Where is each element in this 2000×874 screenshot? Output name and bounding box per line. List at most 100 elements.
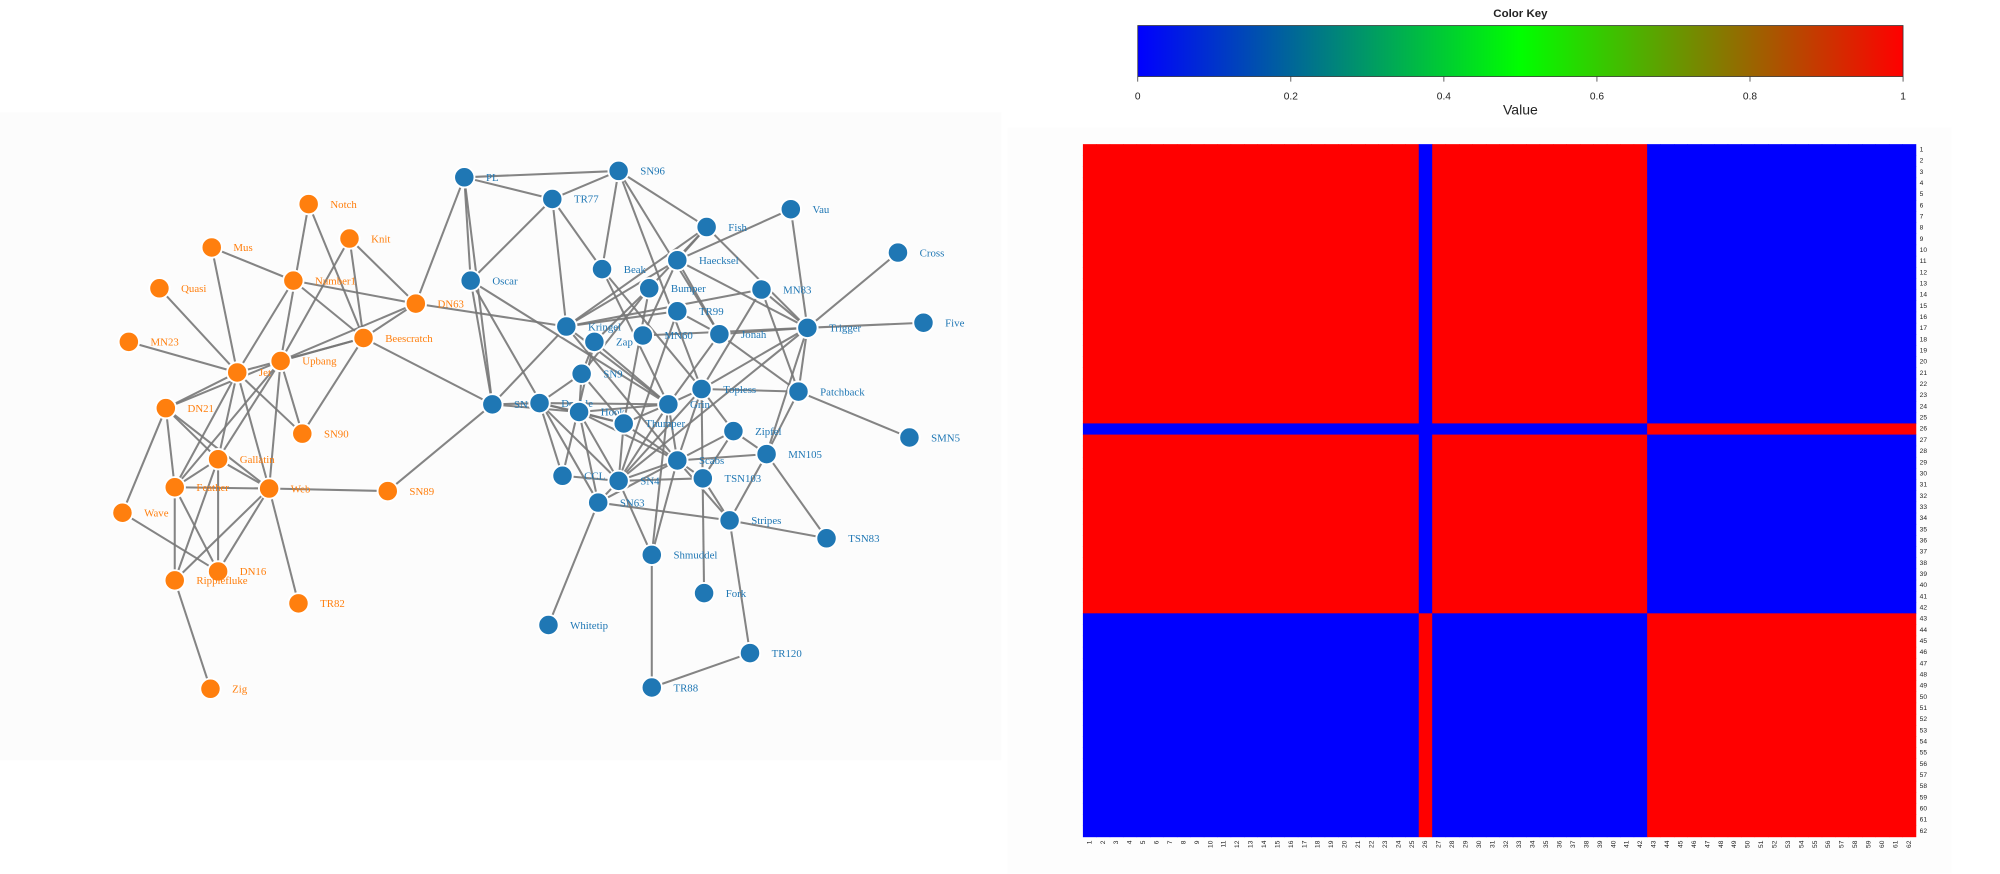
heat-cell: [1257, 702, 1272, 715]
heat-cell: [1566, 769, 1581, 782]
heat-cell: [1539, 322, 1554, 335]
heat-cell: [1123, 535, 1138, 547]
heat-cell: [1284, 780, 1299, 793]
heat-cell: [1620, 635, 1635, 648]
heat-cell: [1459, 267, 1473, 279]
edge: [268, 488, 300, 604]
heat-cell: [1136, 568, 1151, 581]
heat-cell: [1391, 367, 1406, 380]
heat-cell: [1768, 803, 1782, 815]
heat-cell: [1459, 758, 1473, 771]
heat-cell: [1150, 456, 1164, 469]
heat-cell: [1902, 680, 1917, 692]
heat-cell: [1190, 311, 1205, 324]
heat-cell: [1297, 602, 1312, 614]
heat-cell: [1270, 155, 1285, 167]
heat-cell: [1579, 188, 1594, 201]
heat-cell: [1633, 322, 1648, 335]
heat-cell: [1593, 300, 1608, 313]
heat-cell: [1096, 456, 1111, 469]
heat-cell: [1727, 825, 1742, 838]
heat-cell: [1848, 523, 1863, 536]
heat-cell: [1821, 233, 1836, 246]
heat-cell: [1432, 389, 1447, 402]
heat-cell: [1391, 412, 1406, 424]
heat-cell: [1781, 669, 1796, 681]
heat-cell: [1553, 389, 1567, 402]
heat-cell: [1794, 356, 1809, 369]
heat-cell: [1365, 579, 1379, 592]
heat-cell: [1230, 713, 1245, 726]
heat-cell: [1338, 434, 1353, 447]
edge: [565, 259, 678, 328]
heat-cell: [1082, 758, 1097, 771]
heat-cell: [1485, 255, 1500, 268]
heat-cell: [1244, 199, 1258, 212]
heat-cell: [1660, 780, 1675, 793]
heat-cell: [1821, 177, 1836, 190]
heat-cell: [1338, 669, 1353, 681]
heat-cell: [1647, 434, 1662, 447]
heat-cell: [1768, 211, 1782, 223]
row-label: 7: [1920, 214, 1924, 221]
col-label: 1: [1086, 840, 1093, 844]
heat-cell: [1593, 255, 1608, 268]
heat-cell: [1620, 378, 1635, 391]
heat-cell: [1512, 546, 1527, 558]
heat-cell: [1862, 300, 1876, 313]
heat-cell: [1647, 278, 1662, 290]
heat-cell: [1190, 557, 1205, 570]
heat-cell: [1902, 144, 1917, 156]
heat-cell: [1284, 199, 1299, 212]
heat-cell: [1499, 356, 1514, 369]
heat-cell: [1418, 166, 1433, 179]
heat-cell: [1405, 780, 1420, 793]
heat-cell: [1781, 177, 1796, 190]
heat-cell: [1217, 367, 1232, 380]
heat-cell: [1150, 814, 1164, 827]
heat-cell: [1391, 267, 1406, 279]
heat-cell: [1123, 546, 1138, 558]
row-label: 52: [1920, 716, 1928, 723]
heat-cell: [1566, 512, 1581, 525]
heat-cell: [1620, 255, 1635, 268]
heat-cell: [1432, 289, 1447, 301]
heat-cell: [1136, 680, 1151, 692]
heat-cell: [1096, 423, 1111, 436]
heat-cell: [1311, 568, 1326, 581]
heat-cell: [1526, 702, 1541, 715]
heat-cell: [1176, 255, 1191, 268]
node: [912, 311, 935, 334]
heat-cell: [1727, 322, 1742, 335]
heat-cell: [1311, 512, 1326, 525]
heat-cell: [1485, 233, 1500, 246]
heat-cell: [1660, 211, 1675, 223]
heat-cell: [1526, 144, 1541, 156]
heat-cell: [1660, 792, 1675, 804]
heat-cell: [1485, 378, 1500, 391]
heat-cell: [1512, 456, 1527, 469]
heat-cell: [1687, 445, 1702, 458]
heat-cell: [1848, 412, 1863, 424]
heat-cell: [1768, 378, 1782, 391]
heat-cell: [1311, 289, 1326, 301]
heat-cell: [1244, 389, 1258, 402]
heat-cell: [1217, 423, 1232, 436]
heat-cell: [1082, 255, 1097, 268]
heat-cell: [1727, 691, 1742, 704]
heat-cell: [1190, 322, 1205, 335]
heat-cell: [1163, 635, 1178, 648]
node-label: TSN103: [724, 473, 761, 485]
heat-cell: [1203, 244, 1218, 257]
row-label: 12: [1920, 269, 1928, 276]
heat-cell: [1674, 356, 1688, 369]
heat-cell: [1606, 747, 1621, 759]
heat-cell: [1781, 535, 1796, 547]
heat-cell: [1593, 166, 1608, 179]
row-label: 30: [1920, 470, 1928, 477]
heat-cell: [1579, 479, 1594, 491]
heat-cell: [1620, 322, 1635, 335]
heat-cell: [1257, 300, 1272, 313]
heat-cell: [1472, 423, 1487, 436]
heat-cell: [1230, 680, 1245, 692]
